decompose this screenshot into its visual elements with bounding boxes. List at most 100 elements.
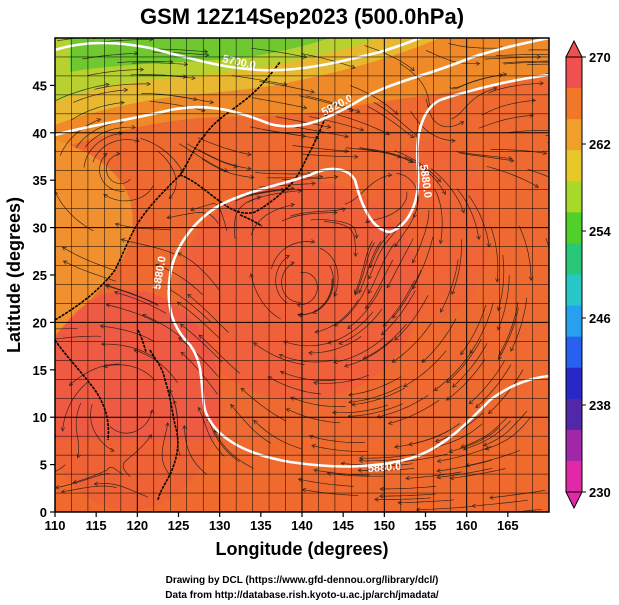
x-tick-label: 115 (86, 518, 107, 533)
streamline (90, 404, 115, 452)
streamline (55, 470, 57, 472)
warm-core-center (180, 180, 420, 400)
streamline (348, 403, 403, 417)
streamline-arrowhead (346, 324, 352, 329)
streamline-arrowhead (179, 323, 185, 328)
streamline (94, 83, 151, 90)
streamline-arrowhead (359, 127, 365, 132)
streamline-arrowhead (484, 446, 490, 451)
streamline-arrowhead (333, 359, 338, 365)
streamline (301, 53, 356, 69)
streamline-arrowhead (145, 33, 149, 37)
streamline (197, 137, 252, 156)
streamline-arrowhead (412, 284, 417, 290)
streamline (488, 82, 544, 94)
streamline-arrowhead (460, 208, 466, 214)
streamline-arrowhead (146, 81, 151, 87)
contour-label-5880-east: 5880.0 (417, 164, 434, 199)
streamline-arrowhead (131, 124, 136, 130)
y-tick-label: 0 (40, 505, 47, 520)
streamline (73, 89, 128, 103)
streamline-arrowhead (581, 49, 585, 53)
streamline (497, 307, 519, 360)
streamline-arrowhead (446, 396, 451, 401)
x-tick-label: 150 (373, 518, 395, 533)
streamline-arrowhead (495, 278, 500, 283)
streamline (354, 240, 373, 294)
streamline-arrowhead (394, 336, 399, 341)
streamline-arrowhead (3, 483, 7, 487)
streamline (99, 153, 125, 192)
streamline-arrowhead (120, 100, 125, 105)
streamline-arrowhead (451, 290, 456, 295)
streamline-arrowhead (205, 52, 210, 58)
streamline-arrowhead (233, 163, 239, 169)
streamline-arrowhead (368, 289, 373, 295)
streamline-arrowhead (391, 358, 397, 363)
streamline (460, 417, 508, 448)
streamline (351, 387, 406, 406)
streamline-arrowhead (333, 174, 339, 180)
y-tick-label: 30 (33, 221, 47, 236)
streamline-arrowhead (109, 32, 113, 36)
streamline-arrowhead (354, 154, 359, 160)
streamline-arrowhead (105, 82, 110, 87)
streamline (73, 466, 124, 484)
streamline (344, 174, 392, 205)
colorbar-tick-label: 254 (589, 224, 611, 239)
streamline (231, 75, 288, 86)
streamline-arrowhead (421, 358, 426, 363)
streamline (213, 430, 254, 469)
streamline-arrowhead (436, 458, 442, 464)
streamline (281, 211, 338, 222)
streamline (55, 473, 110, 489)
streamline (421, 318, 457, 363)
streamline-arrowhead (351, 402, 356, 407)
colorbar-segment (566, 212, 582, 244)
streamline-arrowhead (354, 234, 359, 240)
field-band-west (55, 140, 133, 335)
colorbar-tick-label: 238 (589, 398, 611, 413)
streamline-arrowhead (285, 408, 291, 413)
streamline (350, 85, 398, 115)
streamline-arrowhead (191, 75, 196, 81)
streamline-arrowhead (448, 448, 454, 454)
streamline (63, 260, 116, 282)
streamline-arrowhead (14, 482, 18, 486)
streamline-arrowhead (378, 493, 384, 499)
y-tick-label: 10 (33, 410, 47, 425)
streamline (82, 52, 138, 60)
x-axis-ticks: 110 115 120 125 130 135 140 145 150 155 160 165 (45, 512, 519, 533)
streamline-arrowhead (155, 263, 160, 268)
colorbar-ticks: 270 262 254 246 238 230 (582, 50, 611, 500)
streamline (183, 425, 208, 475)
streamline-arrowhead (302, 54, 308, 59)
streamline (106, 304, 159, 324)
streamline-arrowhead (180, 351, 186, 357)
streamline-arrowhead (465, 463, 470, 468)
streamline-arrowhead (338, 340, 343, 345)
streamline (71, 102, 125, 121)
streamline-arrowhead (365, 218, 370, 223)
streamline (403, 350, 447, 387)
streamline-arrowhead (278, 353, 284, 359)
streamline (178, 337, 219, 378)
streamline (368, 230, 397, 280)
streamline (250, 273, 281, 320)
streamline-arrowhead (197, 406, 202, 412)
streamline-arrowhead (149, 409, 155, 414)
streamline-arrowhead (459, 121, 465, 126)
streamline-arrowhead (123, 87, 129, 93)
streamline (483, 410, 528, 447)
streamline (62, 246, 114, 271)
streamline-arrowhead (436, 474, 441, 480)
streamline (116, 60, 173, 64)
colorbar-segment (566, 305, 582, 338)
streamline (327, 472, 384, 477)
streamline (290, 208, 346, 217)
streamline-arrowhead (441, 190, 446, 195)
streamline-arrowhead (301, 133, 307, 139)
x-tick-label: 135 (250, 518, 272, 533)
streamline-arrowhead (190, 207, 195, 212)
streamline-arrowhead (253, 342, 258, 347)
